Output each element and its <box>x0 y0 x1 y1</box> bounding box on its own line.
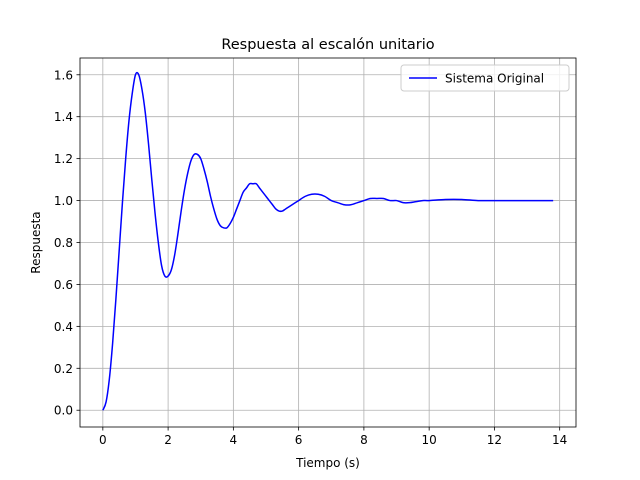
x-tick-label: 12 <box>487 433 502 447</box>
y-tick-label: 0.2 <box>54 362 73 376</box>
legend-box <box>400 64 570 92</box>
plot-lines <box>102 71 554 411</box>
x-tick-label: 8 <box>360 433 368 447</box>
x-tick-label: 2 <box>164 433 172 447</box>
ticks: 0 2 4 6 8 10 12 14 0.0 0.2 0.4 0.6 0.8 1.0 1.2 1.4 1.6 <box>54 68 567 447</box>
legend-label-sistema-original: Sistema Original <box>445 72 544 86</box>
series-line-sistema-original <box>102 71 554 411</box>
y-tick-label: 1.2 <box>54 152 73 166</box>
y-tick-label: 0.4 <box>54 320 73 334</box>
x-tick-label: 4 <box>230 433 238 447</box>
y-tick-label: 1.0 <box>54 194 73 208</box>
x-tick-label: 10 <box>422 433 437 447</box>
y-tick-label: 0.0 <box>54 404 73 418</box>
x-tick-label: 14 <box>552 433 567 447</box>
x-tick-label: 6 <box>295 433 303 447</box>
x-axis-title: Tiempo (s) <box>295 456 360 470</box>
chart-title: Respuesta al escalón unitario <box>221 37 434 53</box>
y-tick-label: 1.6 <box>54 68 73 82</box>
legend: Sistema Original <box>400 64 570 92</box>
y-tick-label: 1.4 <box>54 110 73 124</box>
x-tick-label: 0 <box>99 433 107 447</box>
y-tick-label: 0.8 <box>54 236 73 250</box>
y-tick-label: 0.6 <box>54 278 73 292</box>
y-axis-title: Respuesta <box>29 211 43 273</box>
grid <box>80 58 576 427</box>
